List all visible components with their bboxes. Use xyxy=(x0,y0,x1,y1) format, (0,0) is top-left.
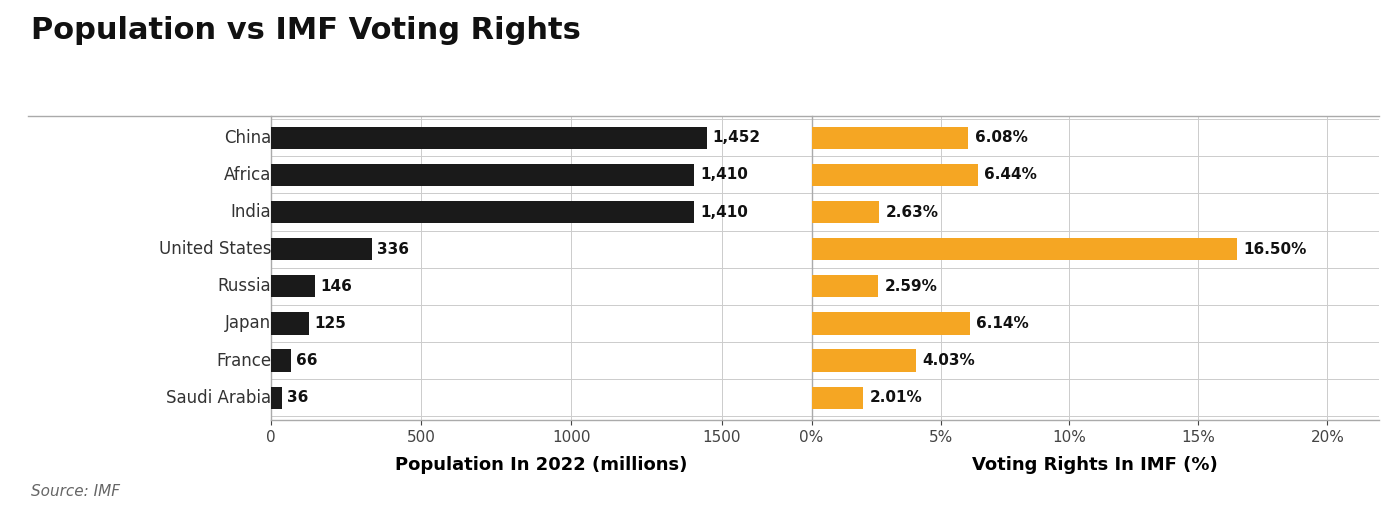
Text: Africa: Africa xyxy=(224,166,272,184)
Text: 36: 36 xyxy=(287,390,309,405)
Bar xyxy=(812,201,879,223)
Text: 6.44%: 6.44% xyxy=(984,167,1037,182)
Bar xyxy=(812,238,1238,260)
Text: Russia: Russia xyxy=(217,277,272,296)
Text: United States: United States xyxy=(158,240,272,258)
Bar xyxy=(812,350,916,372)
Text: India: India xyxy=(231,203,272,221)
Text: 66: 66 xyxy=(297,353,318,368)
Text: 1,452: 1,452 xyxy=(713,130,760,145)
Text: Population vs IMF Voting Rights: Population vs IMF Voting Rights xyxy=(31,16,581,45)
Bar xyxy=(812,386,864,409)
Text: 1,410: 1,410 xyxy=(700,205,748,219)
Bar xyxy=(272,127,707,149)
Bar xyxy=(812,127,969,149)
Bar xyxy=(272,386,281,409)
Bar xyxy=(812,275,878,298)
Text: 6.14%: 6.14% xyxy=(976,316,1029,331)
X-axis label: Population In 2022 (millions): Population In 2022 (millions) xyxy=(395,456,687,474)
Text: 16.50%: 16.50% xyxy=(1243,242,1308,257)
Text: 2.59%: 2.59% xyxy=(885,279,938,294)
Text: 146: 146 xyxy=(321,279,353,294)
Text: 6.08%: 6.08% xyxy=(974,130,1028,145)
Text: France: France xyxy=(216,352,272,370)
Text: 2.01%: 2.01% xyxy=(869,390,923,405)
Bar xyxy=(272,164,694,186)
Bar xyxy=(272,312,309,334)
Bar xyxy=(812,312,970,334)
X-axis label: Voting Rights In IMF (%): Voting Rights In IMF (%) xyxy=(973,456,1218,474)
Text: Saudi Arabia: Saudi Arabia xyxy=(167,388,272,407)
Bar xyxy=(272,238,372,260)
Text: 336: 336 xyxy=(378,242,409,257)
Text: 4.03%: 4.03% xyxy=(923,353,974,368)
Bar xyxy=(272,275,315,298)
Bar xyxy=(812,164,977,186)
Text: 2.63%: 2.63% xyxy=(886,205,939,219)
Bar xyxy=(272,350,291,372)
Text: 1,410: 1,410 xyxy=(700,167,748,182)
Text: Source: IMF: Source: IMF xyxy=(31,484,120,499)
Text: 125: 125 xyxy=(314,316,346,331)
Text: China: China xyxy=(224,129,272,147)
Bar xyxy=(272,201,694,223)
Text: Japan: Japan xyxy=(225,314,272,332)
